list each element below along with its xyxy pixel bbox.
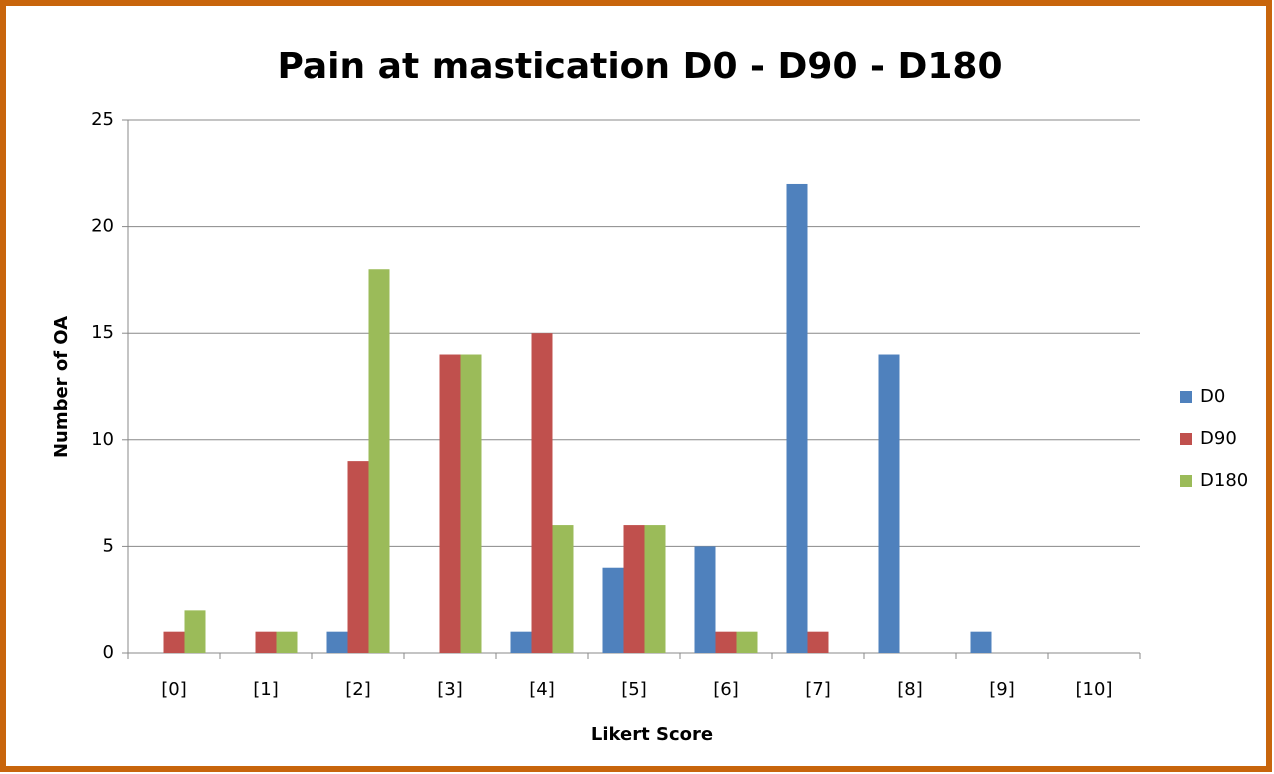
chart-title: Pain at mastication D0 - D90 - D180 xyxy=(277,46,1002,87)
bar xyxy=(602,567,624,653)
y-axis-title: Number of OA xyxy=(51,316,72,458)
legend-swatch xyxy=(1180,433,1192,445)
bar xyxy=(460,354,482,653)
y-tick-label: 0 xyxy=(103,642,114,663)
x-tick-label: [0] xyxy=(161,679,187,700)
y-tick-label: 5 xyxy=(103,535,114,556)
bar xyxy=(510,631,532,653)
bar xyxy=(807,631,829,653)
x-tick-label: [10] xyxy=(1076,679,1113,700)
legend-label: D90 xyxy=(1200,428,1237,449)
bar xyxy=(623,525,645,653)
x-tick-label: [8] xyxy=(897,679,923,700)
legend-label: D0 xyxy=(1200,386,1225,407)
bar xyxy=(255,631,277,653)
bar xyxy=(715,631,737,653)
bar xyxy=(163,631,185,653)
x-tick-label: [9] xyxy=(989,679,1015,700)
y-tick-label: 20 xyxy=(91,216,114,237)
x-tick-label: [2] xyxy=(345,679,371,700)
bar xyxy=(531,333,553,653)
x-tick-label: [5] xyxy=(621,679,647,700)
bar xyxy=(439,354,461,653)
bar xyxy=(184,610,206,653)
bar xyxy=(326,631,348,653)
legend-swatch xyxy=(1180,475,1192,487)
bar xyxy=(694,546,716,653)
x-tick-label: [4] xyxy=(529,679,555,700)
bar xyxy=(347,461,369,653)
bar xyxy=(970,631,992,653)
bar xyxy=(786,183,808,653)
y-tick-label: 25 xyxy=(91,109,114,130)
x-axis-title: Likert Score xyxy=(591,724,713,745)
bar xyxy=(368,269,390,653)
y-tick-label: 15 xyxy=(91,322,114,343)
y-tick-label: 10 xyxy=(91,429,114,450)
legend-label: D180 xyxy=(1200,470,1248,491)
x-tick-label: [7] xyxy=(805,679,831,700)
bar xyxy=(644,525,666,653)
x-tick-label: [1] xyxy=(253,679,279,700)
bar xyxy=(276,631,298,653)
bar xyxy=(878,354,900,653)
x-tick-label: [3] xyxy=(437,679,463,700)
legend-swatch xyxy=(1180,391,1192,403)
x-tick-label: [6] xyxy=(713,679,739,700)
bar xyxy=(552,525,574,653)
bar xyxy=(736,631,758,653)
